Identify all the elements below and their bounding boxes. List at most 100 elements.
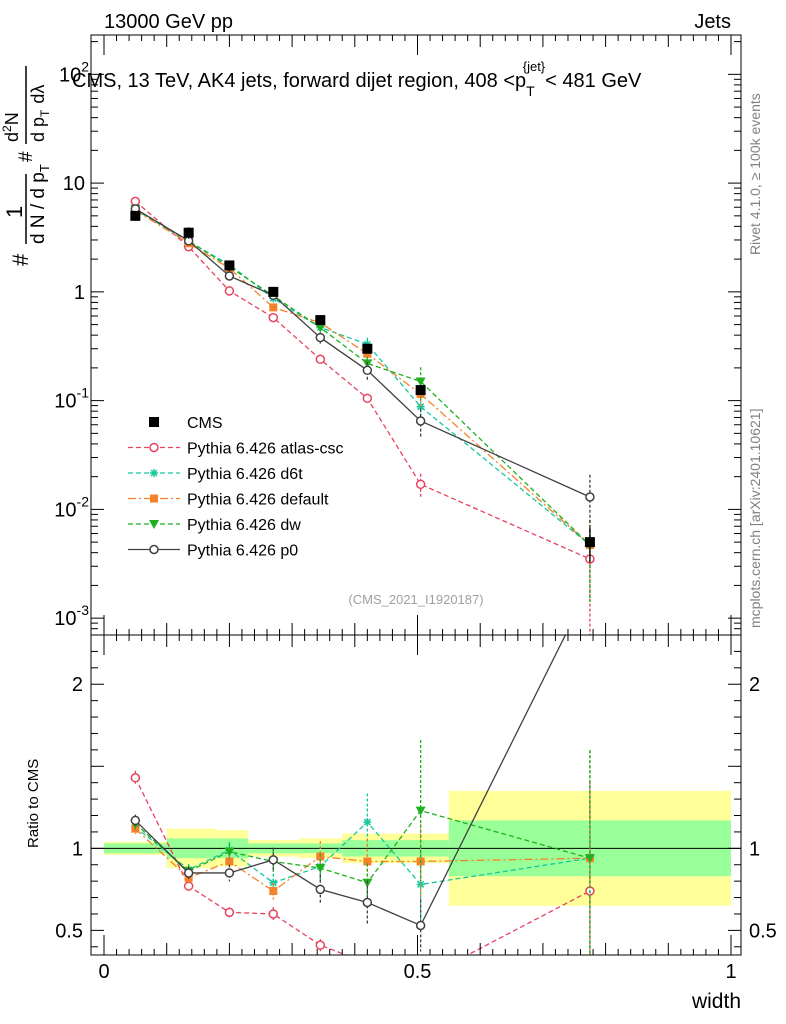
y-label-num-one: 1 [2, 206, 27, 218]
ratio-point-default [363, 857, 372, 866]
legend-label-p0: Pythia 6.426 p0 [187, 543, 298, 560]
y-label-num-d2n: d2N [0, 112, 22, 142]
legend-entry-cms: CMS [149, 415, 223, 432]
ratio-line-dw [134, 809, 591, 884]
category-label: Jets [694, 11, 731, 33]
legend-entry-atlas-csc: Pythia 6.426 atlas-csc [128, 441, 344, 458]
series-line-atlas-csc [134, 200, 591, 560]
legend-label-dw: Pythia 6.426 dw [187, 517, 301, 534]
chart-title-sup: {jet} [523, 59, 546, 74]
rivet-version-label: Rivet 4.1.0, ≥ 100k events [747, 93, 763, 255]
ratio-point-p0 [130, 815, 141, 826]
y-label-hash-a: # [8, 253, 33, 266]
series-line-d6t [135, 209, 591, 546]
legend-label-cms: CMS [187, 415, 223, 432]
ratio-point-atlas-csc [224, 907, 235, 918]
series-point-p0 [585, 492, 595, 502]
y-label-den-dpt: d pTdλ [28, 85, 52, 142]
ratio-point-atlas-csc [315, 940, 326, 950]
ratio-panel: 0.5 0.51 12 2 0 0.5 1 [55, 634, 777, 983]
main-y-tick-label: 10-3 [54, 602, 89, 630]
legend-marker-default [150, 494, 158, 503]
ratio-point-dw [224, 847, 235, 857]
ratio-y-tick-label-right: 2 [749, 674, 760, 696]
series-point-p0 [362, 365, 373, 376]
x-tick-label: 1 [725, 961, 736, 983]
ratio-plot-frame [90, 634, 742, 956]
legend-label-atlas-csc: Pythia 6.426 atlas-csc [187, 441, 344, 458]
ratio-y-tick-label: 1 [72, 838, 83, 860]
ratio-point-d6t-part [363, 818, 371, 826]
series-point-p0 [224, 271, 235, 281]
ratio-y-axis: 0.5 0.5 1 1 2 2 [55, 634, 777, 948]
data-point [183, 227, 194, 238]
ratio-point-d6t [363, 818, 372, 827]
main-data-layer [130, 210, 595, 563]
ratio-point-dw [315, 864, 326, 874]
main-x-axis [103, 35, 732, 635]
chart-title-sub: T [526, 83, 535, 99]
legend-marker-d6t-part [150, 469, 158, 477]
legend-label-default: Pythia 6.426 default [187, 492, 329, 509]
series-point-dw [415, 377, 426, 387]
data-point [130, 210, 141, 221]
analysis-id-annotation: (CMS_2021_I1920187) [348, 592, 483, 607]
ratio-point-atlas-csc [130, 773, 141, 783]
legend: CMS Pythia 6.426 atlas-csc Pythia 6.426 d6… [128, 415, 344, 560]
series-point-atlas-csc [315, 354, 326, 365]
legend-marker-cms [149, 417, 159, 427]
ratio-point-p0 [268, 855, 279, 865]
legend-marker-dw [149, 520, 159, 529]
series-point-p0 [315, 332, 326, 343]
data-point [224, 260, 235, 271]
legend-label-d6t: Pythia 6.426 d6t [187, 466, 303, 483]
y-label-den: d N / d pT [28, 164, 52, 244]
ratio-line-p0 [134, 635, 567, 927]
chart-title-main: CMS, 13 TeV, AK4 jets, forward dijet reg… [72, 70, 526, 92]
ratio-point-dw [415, 806, 426, 816]
ratio-y-tick-label-right: 1 [749, 838, 760, 860]
data-point [584, 537, 595, 548]
ratio-point-default [225, 857, 234, 866]
data-point [268, 286, 279, 297]
x-tick-label: 0 [98, 961, 109, 983]
legend-marker-atlas-csc [149, 442, 159, 453]
chart-title: CMS, 13 TeV, AK4 jets, forward dijet reg… [72, 59, 642, 99]
ratio-y-tick-label: 2 [72, 674, 83, 696]
ratio-point-dw [584, 854, 595, 864]
legend-entry-d6t: Pythia 6.426 d6t [128, 466, 303, 483]
ratio-point-p0 [224, 868, 235, 878]
energy-label: 13000 GeV pp [104, 11, 233, 33]
ratio-line-atlas-csc [134, 777, 591, 955]
mcplots-label: mcplots.cern.ch [arXiv:2401.10621] [747, 409, 763, 628]
series-point-default [269, 303, 278, 312]
ratio-line-default [134, 828, 590, 892]
legend-entry-p0: Pythia 6.426 p0 [128, 543, 298, 560]
series-point-d6t-part [417, 403, 425, 411]
series-line-p0 [135, 208, 591, 498]
series-point-dw [315, 323, 326, 333]
series-point-atlas-csc [415, 479, 426, 490]
main-y-axis: 10-3 10-2 10-1 1 10 102 [54, 41, 741, 636]
legend-marker-p0 [149, 544, 159, 555]
ratio-point-p0 [415, 920, 426, 931]
x-tick-label: 0.5 [404, 961, 432, 983]
ratio-point-p0 [183, 868, 194, 878]
ratio-point-default [269, 887, 278, 895]
x-axis-label: width [691, 990, 741, 1013]
series-point-atlas-csc [362, 393, 373, 404]
series-point-atlas-csc [268, 312, 279, 323]
ratio-point-p0 [315, 884, 326, 895]
chart-title-tail: < 481 GeV [545, 70, 642, 92]
ratio-y-label: Ratio to CMS [25, 759, 42, 848]
ratio-point-p0 [362, 897, 373, 908]
y-axis-label: # 1 d N / d pT # d2N d pTdλ [0, 66, 52, 266]
ratio-point-atlas-csc [268, 909, 279, 919]
ratio-y-tick-label-right: 0.5 [749, 920, 777, 942]
data-point [362, 343, 373, 354]
main-panel: 10-3 10-2 10-1 1 10 102 [54, 34, 742, 636]
ratio-point-atlas-csc [183, 881, 194, 891]
main-y-tick-label: 10-2 [54, 493, 89, 521]
main-y-tick-label: 1 [74, 282, 85, 304]
